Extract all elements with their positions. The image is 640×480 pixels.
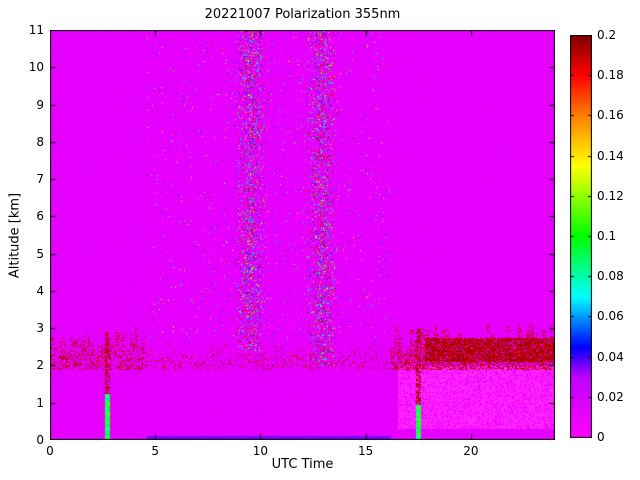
x-tick-label: 5 — [151, 444, 160, 458]
x-tick-label: 15 — [357, 444, 374, 458]
y-tick-label: 7 — [36, 172, 44, 187]
y-tick-label: 11 — [28, 23, 44, 37]
x-tick-label: 20 — [463, 444, 479, 458]
colorbar-canvas — [570, 35, 592, 438]
y-tick-label: 3 — [36, 321, 44, 336]
colorbar-tick-label: 0.14 — [597, 148, 624, 163]
y-tick-label: 0 — [36, 433, 44, 447]
colorbar-tick-label: 0.12 — [597, 188, 624, 203]
x-axis-label: UTC Time — [271, 457, 334, 472]
x-tick-label: 10 — [252, 444, 269, 458]
colorbar-tick-label: 0.06 — [597, 309, 624, 324]
y-tick-label: 6 — [36, 209, 44, 224]
y-tick-label: 2 — [36, 358, 44, 373]
colorbar-tick-label: 0.02 — [597, 389, 624, 404]
y-tick-label: 5 — [36, 246, 44, 261]
colorbar-tick-label: 0 — [597, 430, 605, 444]
y-tick-label: 8 — [36, 134, 44, 149]
chart-title: 20221007 Polarization 355nm — [204, 7, 401, 22]
y-tick-label: 4 — [36, 283, 44, 298]
colorbar-tick-label: 0.1 — [597, 229, 617, 243]
y-tick-label: 9 — [36, 97, 44, 112]
x-tick-label: 0 — [46, 444, 54, 458]
colorbar-tick-label: 0.08 — [597, 269, 624, 284]
colorbar-tick-label: 0.2 — [597, 28, 617, 42]
colorbar-tick-label: 0.04 — [597, 349, 624, 364]
heatmap-canvas — [50, 30, 555, 440]
colorbar-tick-label: 0.18 — [597, 68, 624, 83]
colorbar-tick-label: 0.16 — [597, 108, 624, 123]
y-tick-label: 1 — [36, 395, 44, 410]
y-tick-label: 10 — [28, 60, 44, 75]
